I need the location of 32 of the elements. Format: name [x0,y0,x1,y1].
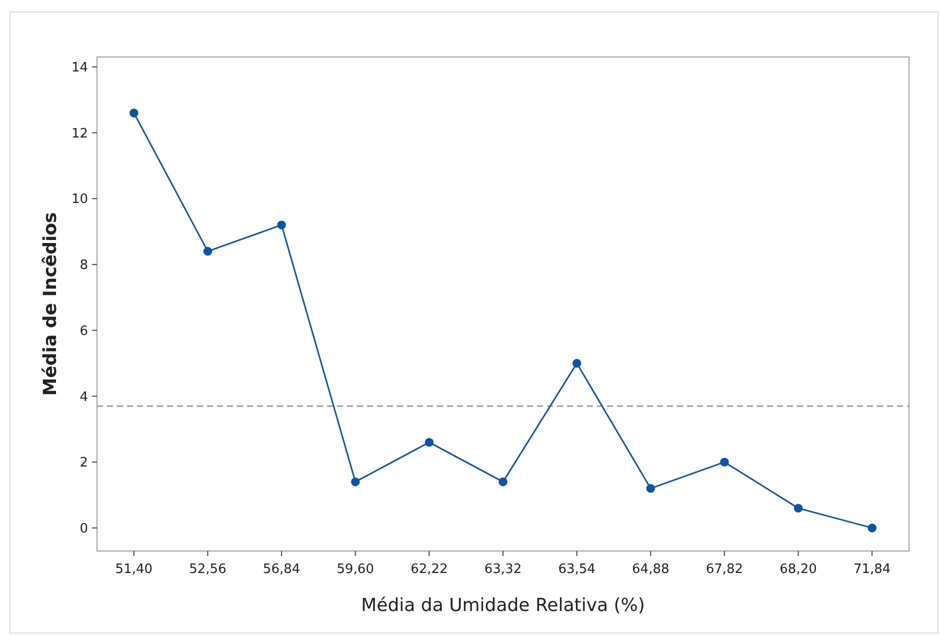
point [498,477,508,486]
x-tick-label: 52,56 [189,562,226,577]
point [646,484,656,493]
y-tick-label: 0 [80,521,88,536]
y-tick-label: 10 [71,192,88,208]
x-tick-label: 63,32 [484,562,522,577]
x-tick-label: 51,40 [115,562,153,577]
point [350,477,360,486]
point [720,458,729,466]
x-tick-label: 63,54 [558,562,596,577]
y-tick-label: 12 [71,126,88,142]
y-tick-label: 6 [80,324,88,339]
y-tick-label: 8 [80,258,88,274]
point [572,358,582,368]
x-tick-label: 64,88 [632,562,670,577]
point [794,504,803,513]
point [277,220,286,230]
point [203,246,212,256]
x-tick-label: 68,20 [780,562,817,577]
y-tick-label: 2 [80,456,88,471]
x-tick-label: 71,84 [853,562,891,577]
y-axis-title: Média de Incêdios [40,212,61,396]
x-tick-label: 56,84 [262,562,300,577]
x-axis-title: Média da Umidade Relativa (%) [361,595,645,616]
x-tick-label: 62,22 [410,562,448,577]
x-tick-label: 67,82 [706,562,744,577]
y-tick-label: 4 [80,390,88,405]
point [424,438,434,447]
x-tick-label: 59,60 [336,562,374,577]
point [868,524,876,532]
point [130,108,138,118]
y-tick-label: 14 [71,60,88,76]
